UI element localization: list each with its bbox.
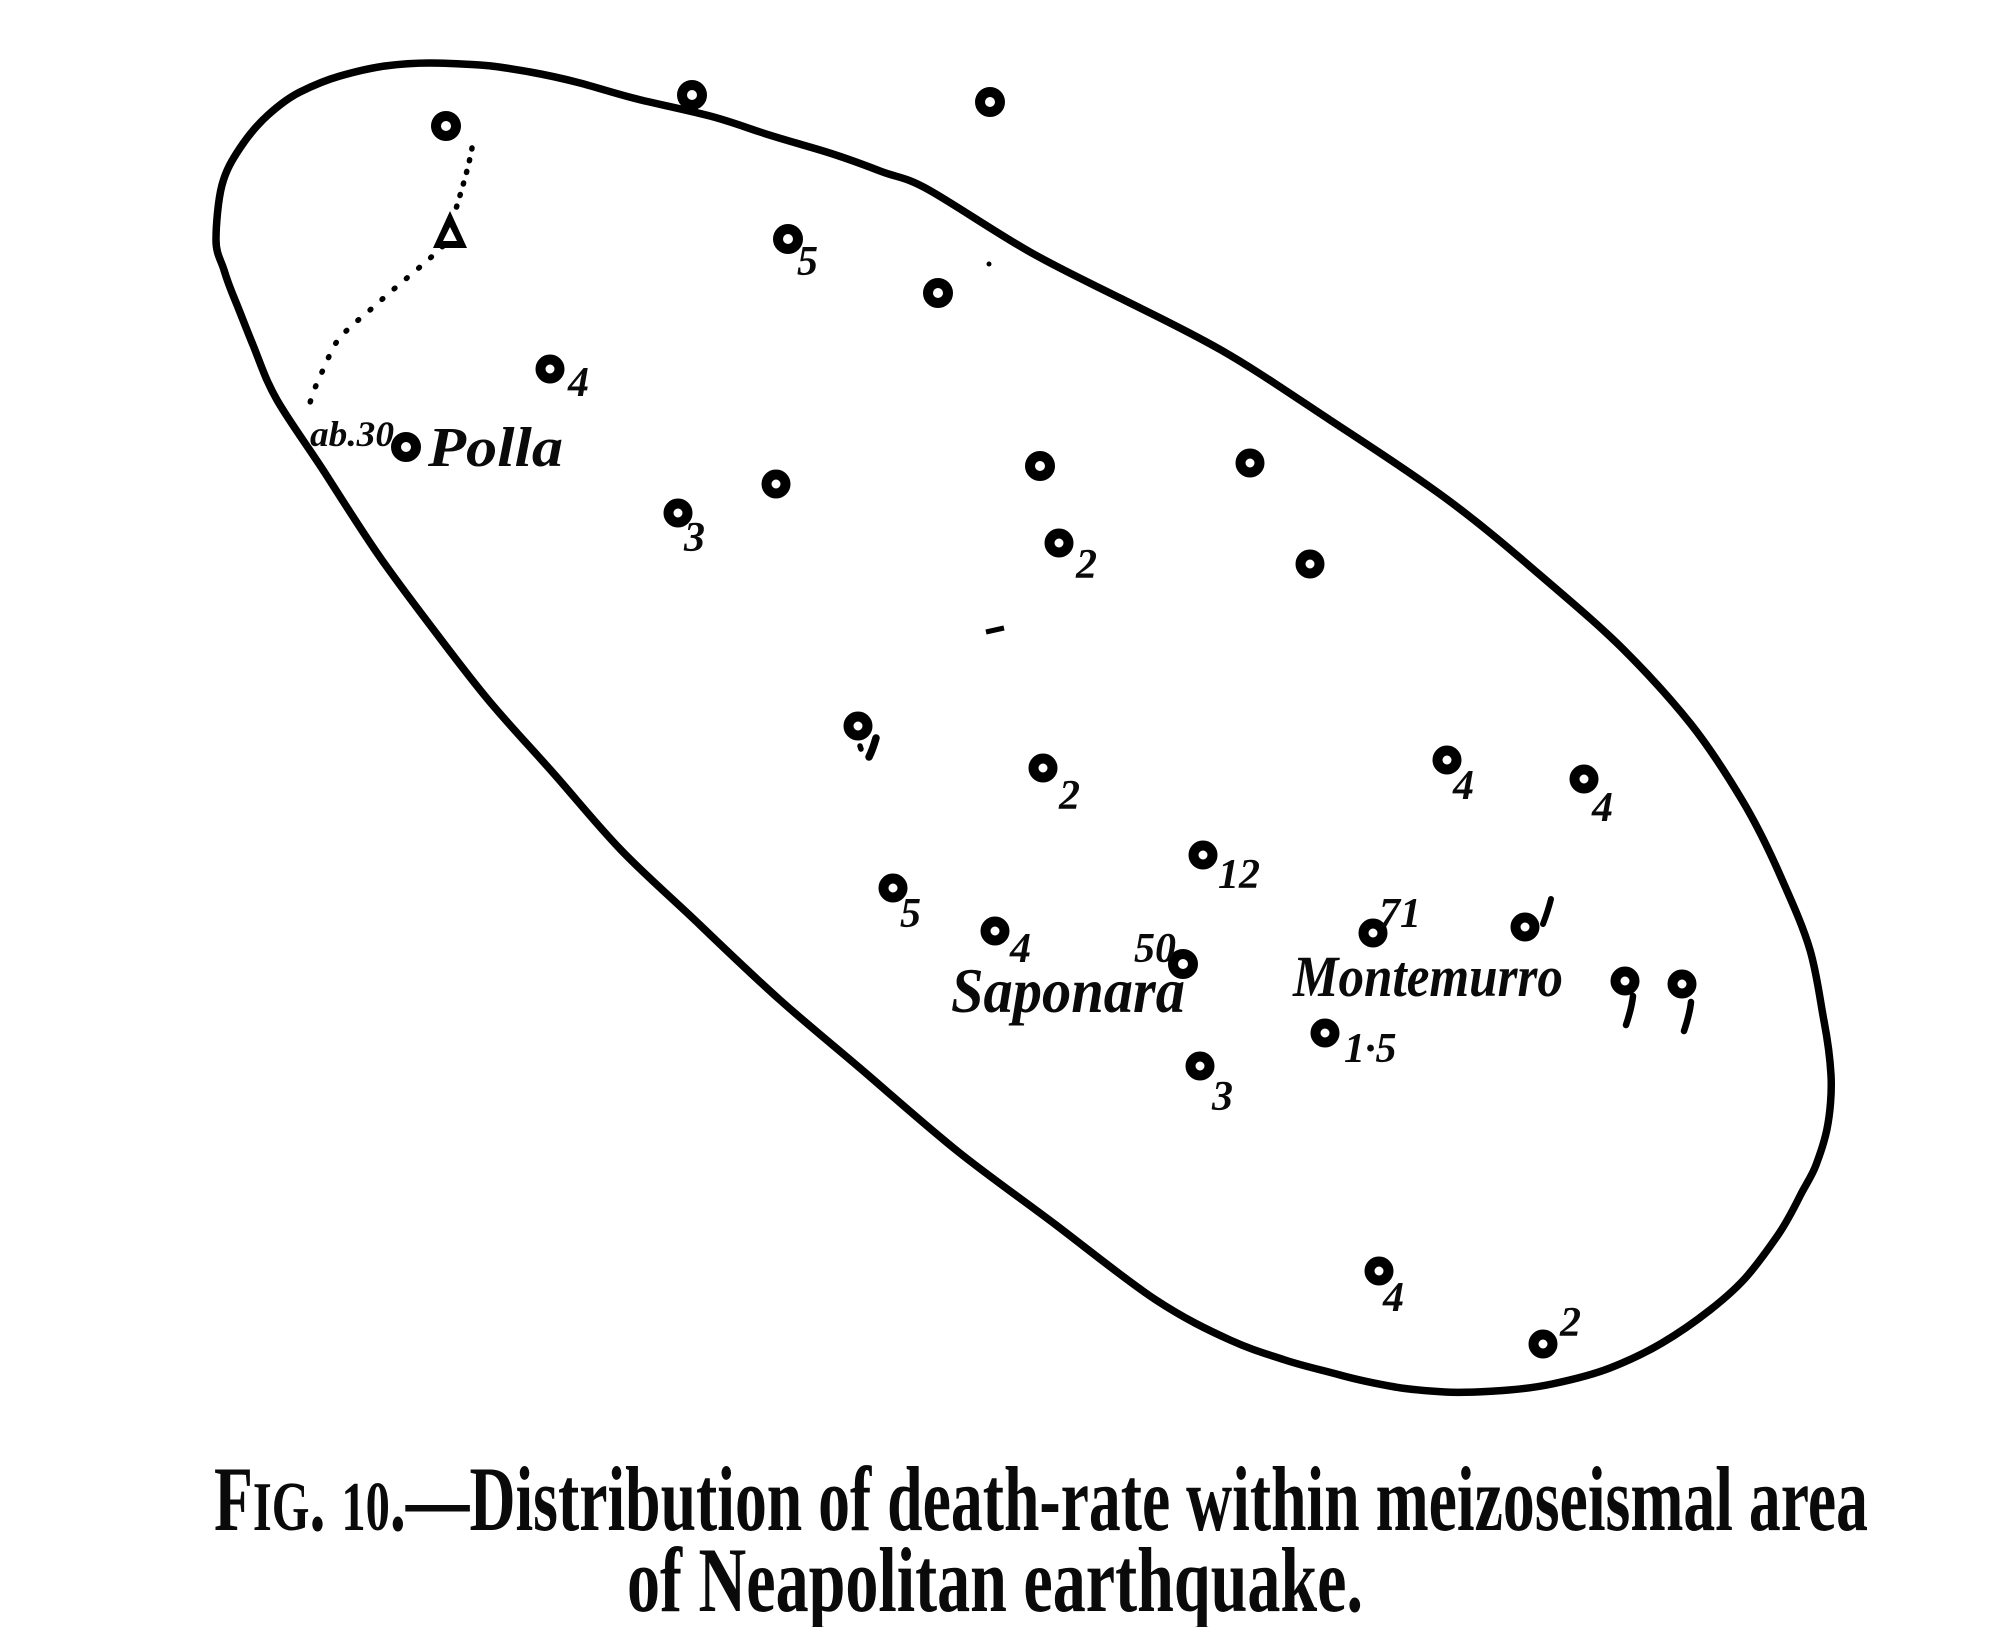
svg-text:of Neapolitan earthquake.: of Neapolitan earthquake.: [627, 1529, 1363, 1627]
svg-text:4: 4: [1009, 926, 1031, 972]
svg-text:2: 2: [1075, 542, 1097, 588]
svg-text:4: 4: [567, 360, 589, 406]
svg-text:12: 12: [1218, 852, 1260, 898]
svg-text:Montemurro: Montemurro: [1292, 944, 1563, 1009]
svg-text:71: 71: [1379, 891, 1421, 937]
svg-text:3: 3: [1211, 1074, 1233, 1120]
svg-text:1·5: 1·5: [1344, 1026, 1397, 1072]
svg-text:5: 5: [797, 239, 818, 285]
svg-text:3: 3: [683, 515, 705, 561]
svg-text:Saponara: Saponara: [951, 955, 1185, 1026]
svg-text:2: 2: [1559, 1300, 1581, 1346]
svg-text:2: 2: [1058, 773, 1080, 819]
svg-text:4: 4: [1382, 1275, 1404, 1321]
svg-text:ab.30: ab.30: [310, 414, 394, 454]
svg-text:FIG. 10.—Distribution of death: FIG. 10.—Distribution of death-rate with…: [214, 1448, 1868, 1550]
svg-text:5: 5: [900, 891, 921, 937]
svg-text:4: 4: [1591, 785, 1613, 831]
svg-text:Polla: Polla: [427, 417, 563, 479]
svg-text:50: 50: [1134, 926, 1176, 972]
svg-text:4: 4: [1452, 763, 1474, 809]
